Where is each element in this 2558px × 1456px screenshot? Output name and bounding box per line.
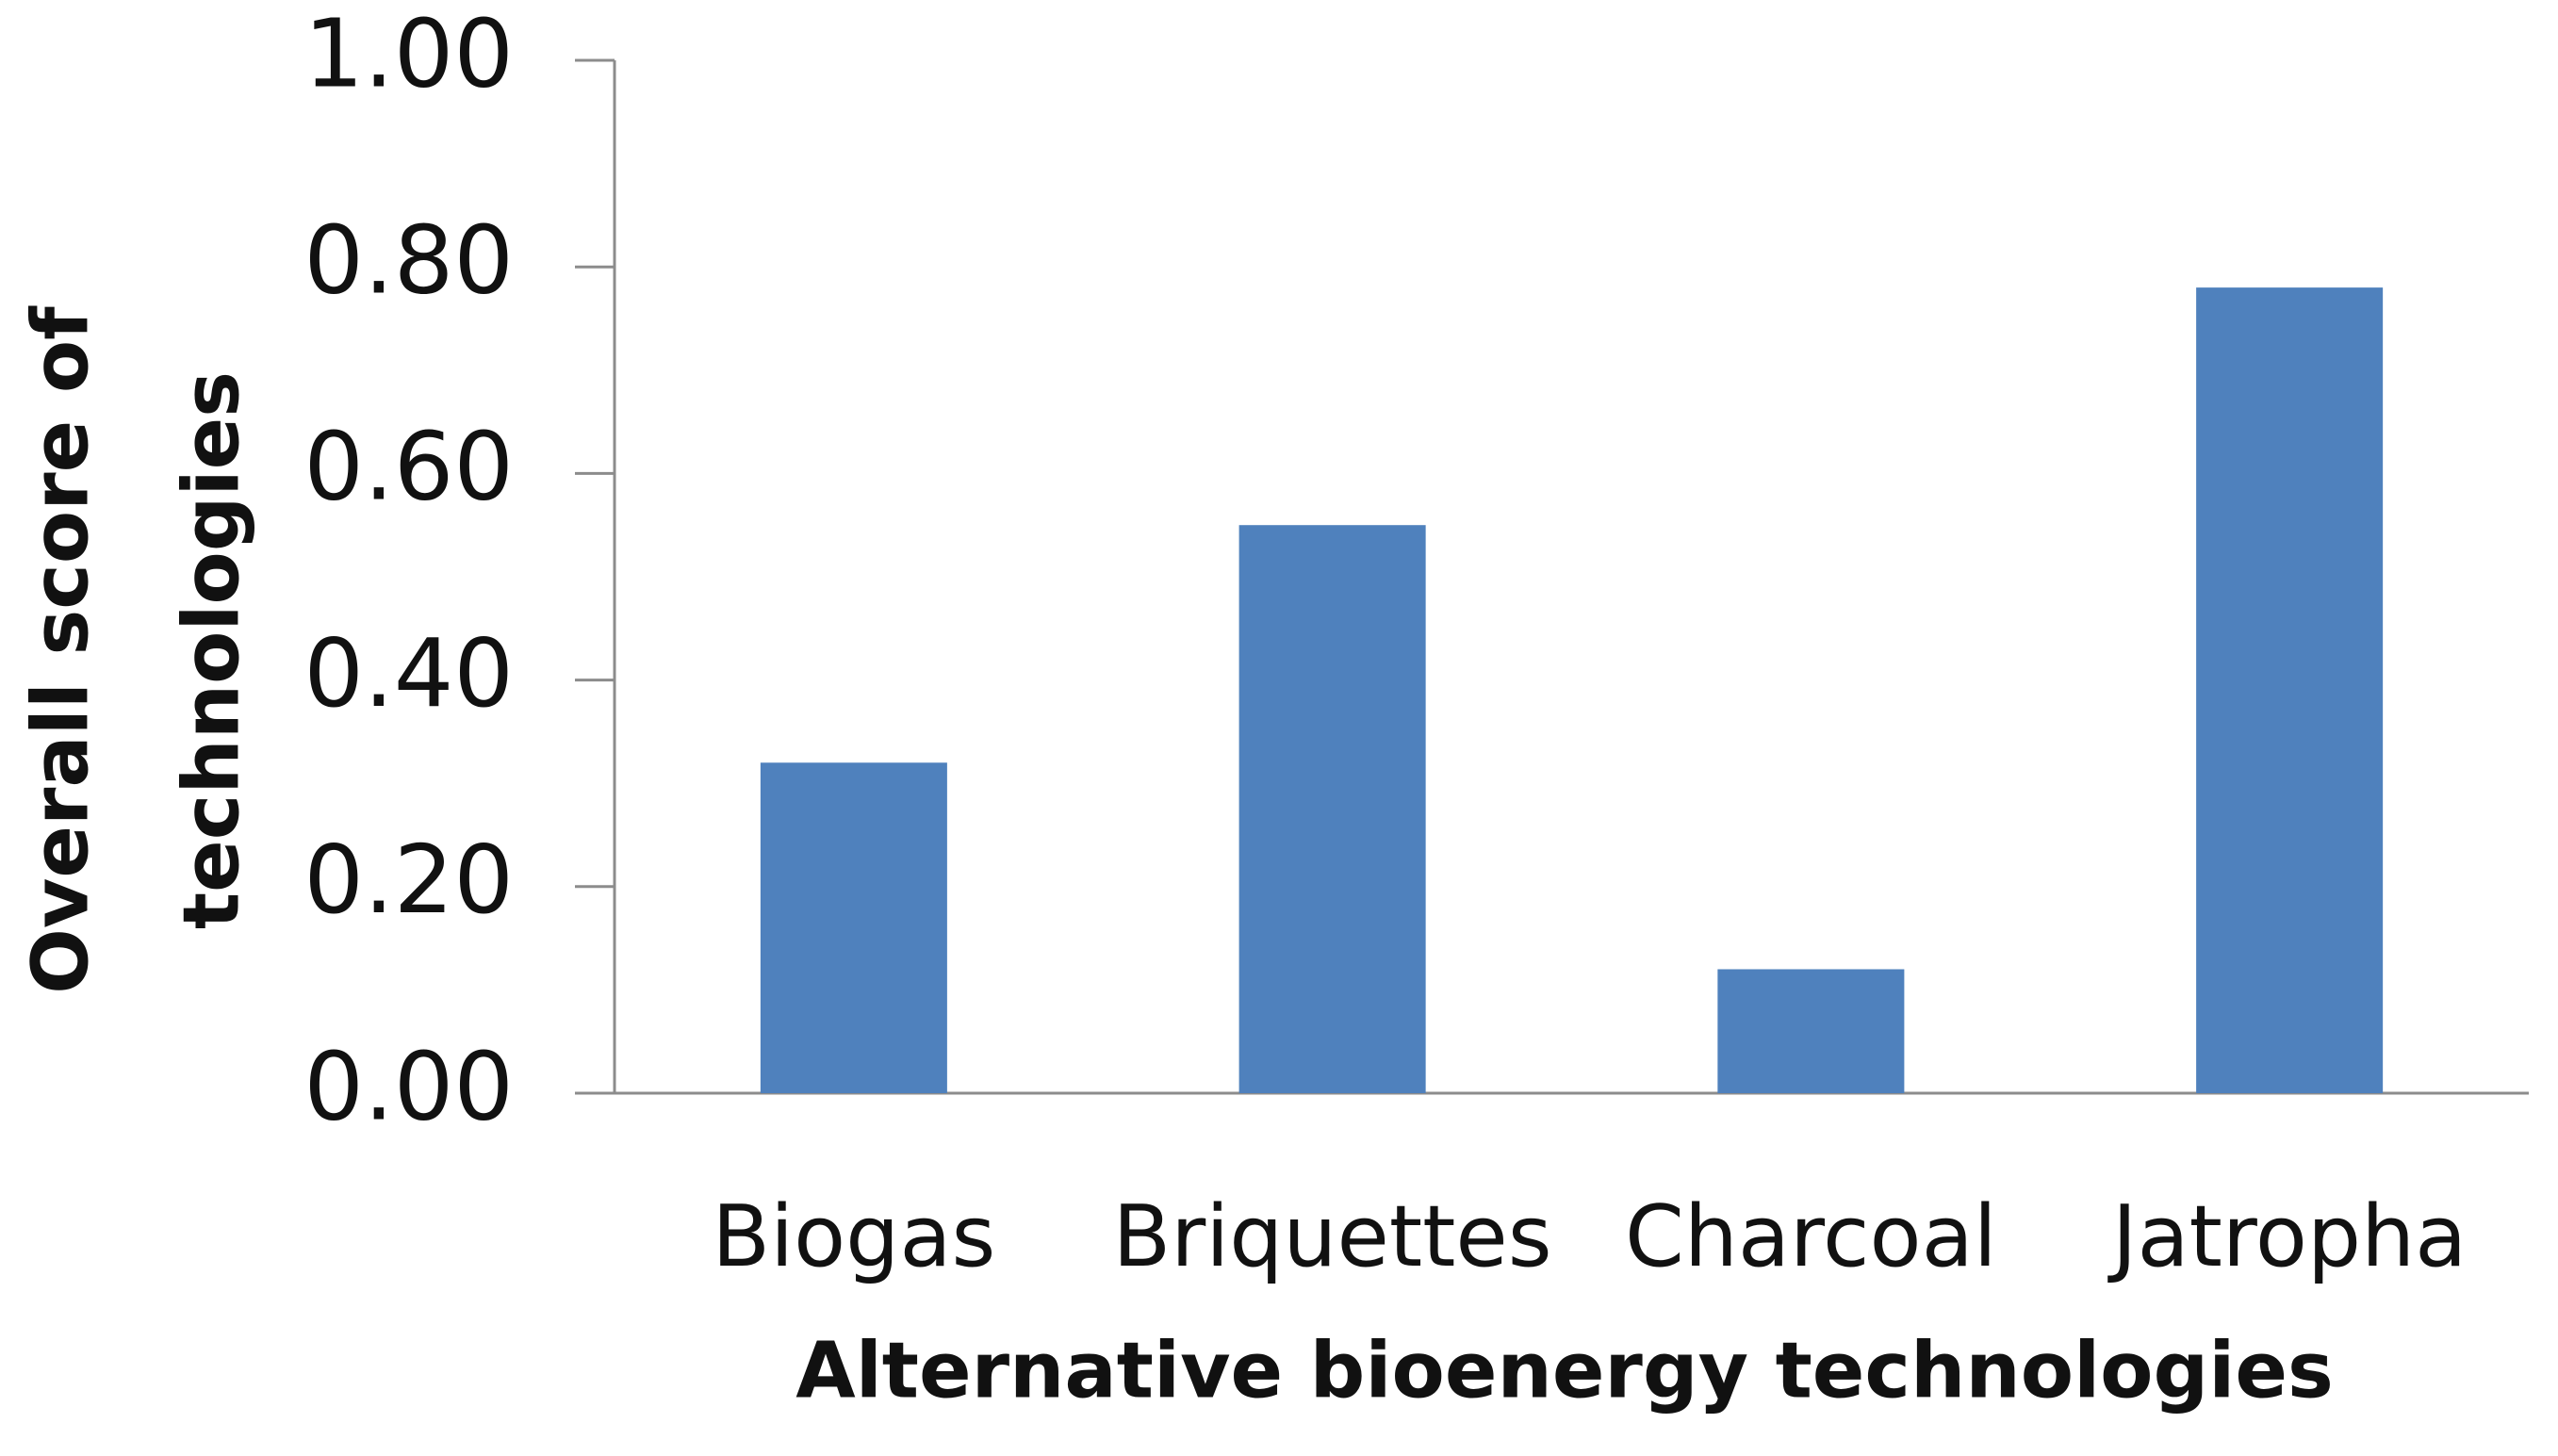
y-axis-title-line: technologies [167, 371, 256, 929]
y-tick-label: 1.00 [303, 0, 514, 108]
y-axis-title: Overall score of technologies [16, 305, 256, 994]
bar [760, 762, 947, 1093]
x-axis-title: Alternative bioenergy technologies [795, 1326, 2334, 1415]
y-tick-label: 0.80 [303, 205, 514, 316]
bar [1717, 969, 1905, 1093]
y-axis-title-line: Overall score of [16, 305, 106, 994]
x-tick-label: Briquettes [1113, 1187, 1552, 1286]
bar [2196, 287, 2384, 1093]
y-tick-label: 0.00 [303, 1031, 514, 1141]
x-tick-label: Biogas [712, 1187, 995, 1286]
x-tick-label: Charcoal [1625, 1187, 1997, 1286]
y-tick-label: 0.60 [303, 412, 514, 522]
y-tick-label: 0.20 [303, 825, 514, 935]
bar [1238, 525, 1426, 1093]
x-tick-label: Jatropha [2107, 1187, 2467, 1286]
y-tick-label: 0.40 [303, 618, 514, 728]
